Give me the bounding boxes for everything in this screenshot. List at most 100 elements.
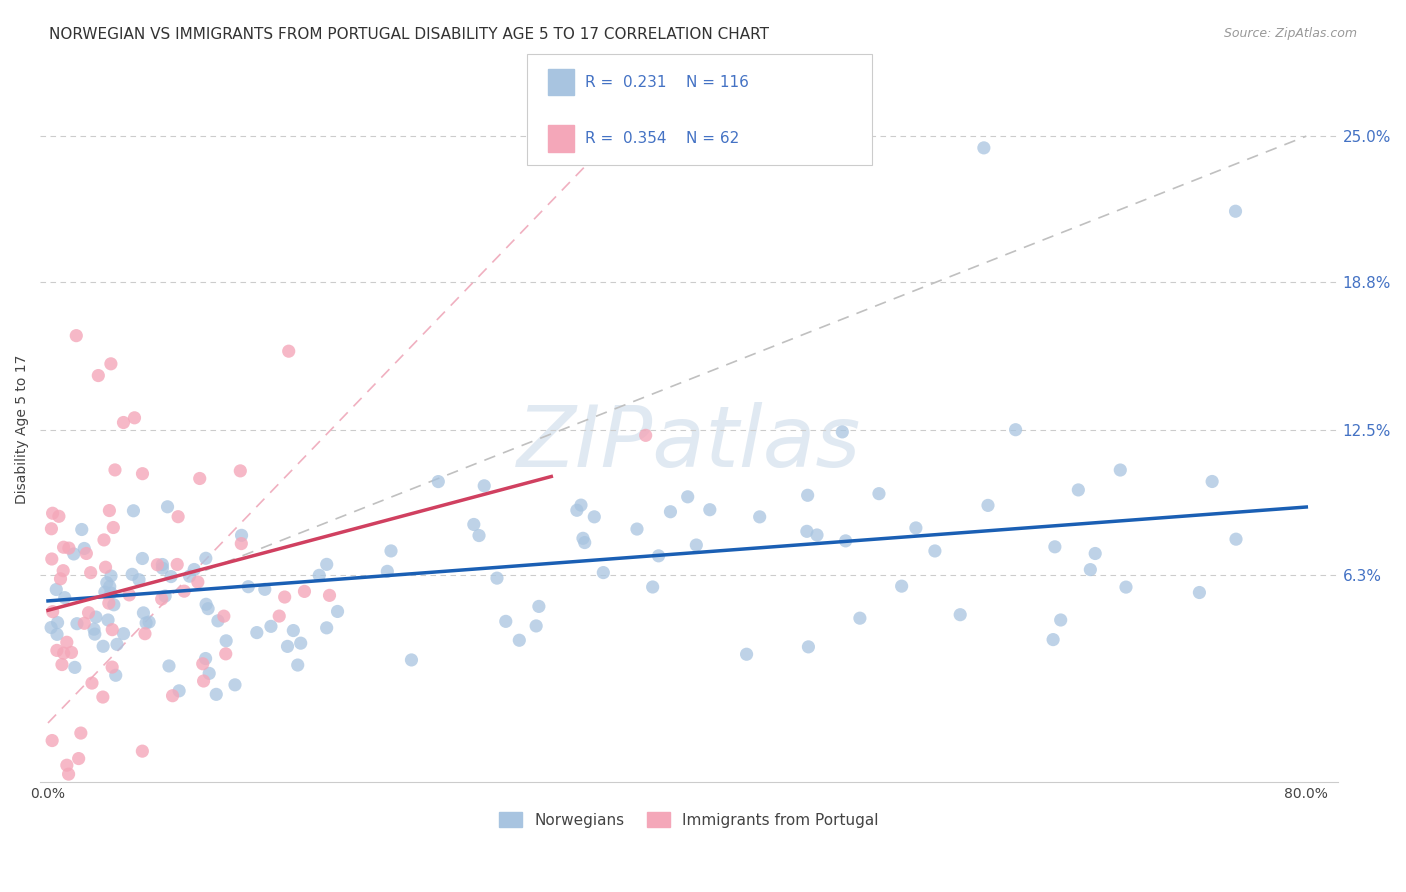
Point — [326, 604, 349, 618]
Point — [41, 552, 63, 566]
Point — [162, 689, 184, 703]
Point — [1084, 547, 1107, 561]
Point — [150, 592, 173, 607]
Point — [569, 498, 592, 512]
Text: R =  0.354    N = 62: R = 0.354 N = 62 — [585, 131, 740, 145]
Point — [58, 541, 80, 555]
Point — [973, 141, 995, 155]
Point — [1049, 613, 1071, 627]
Point — [1004, 423, 1026, 437]
Text: R =  0.231    N = 116: R = 0.231 N = 116 — [585, 75, 749, 89]
Point — [131, 467, 153, 481]
Point — [91, 690, 114, 704]
Point — [84, 610, 107, 624]
Point — [104, 463, 127, 477]
Point — [94, 560, 117, 574]
Point — [1188, 585, 1211, 599]
Point — [166, 558, 188, 572]
Point — [508, 633, 530, 648]
Point — [806, 528, 828, 542]
Point — [101, 660, 124, 674]
Text: NORWEGIAN VS IMMIGRANTS FROM PORTUGAL DISABILITY AGE 5 TO 17 CORRELATION CHART: NORWEGIAN VS IMMIGRANTS FROM PORTUGAL DI… — [49, 27, 769, 42]
Point — [100, 569, 122, 583]
Point — [318, 588, 340, 602]
Point — [66, 616, 89, 631]
Point — [468, 528, 491, 542]
Point — [41, 733, 63, 747]
Point — [207, 614, 229, 628]
Point — [212, 609, 235, 624]
Point — [138, 615, 160, 629]
Point — [87, 368, 110, 383]
Point — [904, 521, 927, 535]
Point — [1078, 563, 1101, 577]
Point — [75, 546, 97, 560]
Point — [91, 640, 114, 654]
Point — [195, 597, 218, 611]
Point — [626, 522, 648, 536]
Point — [167, 683, 190, 698]
Text: ZIPatlas: ZIPatlas — [517, 402, 860, 485]
Point — [641, 580, 664, 594]
Point — [52, 564, 75, 578]
Point — [315, 621, 337, 635]
Point — [868, 486, 890, 500]
Point — [215, 633, 238, 648]
Point — [949, 607, 972, 622]
Point — [315, 558, 337, 572]
Point — [118, 588, 141, 602]
Point — [112, 626, 135, 640]
Point — [100, 357, 122, 371]
Point — [1225, 204, 1247, 219]
Point — [187, 575, 209, 590]
Point — [79, 566, 101, 580]
Point — [748, 509, 770, 524]
Point — [70, 523, 93, 537]
Point — [308, 568, 330, 582]
Point — [153, 589, 176, 603]
Point — [48, 509, 70, 524]
Point — [80, 676, 103, 690]
Point — [45, 582, 67, 597]
Point — [98, 580, 121, 594]
Point — [276, 640, 298, 654]
Point — [796, 488, 818, 502]
Point — [273, 590, 295, 604]
Point — [103, 598, 125, 612]
Point — [215, 647, 238, 661]
Point — [179, 569, 201, 583]
Point — [1042, 632, 1064, 647]
Point — [121, 567, 143, 582]
Point — [63, 660, 86, 674]
Point — [128, 573, 150, 587]
Point — [58, 767, 80, 781]
Point — [1067, 483, 1090, 497]
Point — [65, 328, 87, 343]
Point — [524, 619, 547, 633]
Point — [676, 490, 699, 504]
Point — [60, 645, 83, 659]
Point — [105, 637, 128, 651]
Point — [246, 625, 269, 640]
Point — [238, 580, 260, 594]
Point — [253, 582, 276, 597]
Point — [98, 503, 121, 517]
Point — [287, 658, 309, 673]
Point — [495, 615, 517, 629]
Point — [634, 428, 657, 442]
Point — [69, 726, 91, 740]
Point — [1201, 475, 1223, 489]
Point — [103, 520, 125, 534]
Point — [890, 579, 912, 593]
Point — [53, 591, 76, 605]
Point — [73, 541, 96, 556]
Point — [277, 344, 299, 359]
Point — [134, 626, 156, 640]
Point — [831, 425, 853, 439]
Point — [924, 544, 946, 558]
Point — [124, 410, 146, 425]
Point — [194, 551, 217, 566]
Point — [135, 615, 157, 630]
Point — [52, 646, 75, 660]
Point — [101, 623, 124, 637]
